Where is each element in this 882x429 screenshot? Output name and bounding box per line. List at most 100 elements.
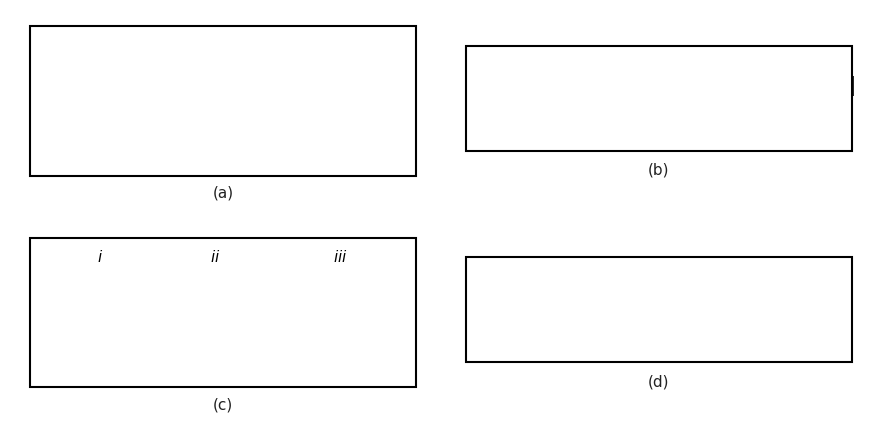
Bar — [44, 307, 78, 330]
Bar — [476, 297, 505, 308]
Bar — [466, 45, 852, 151]
Bar — [593, 287, 601, 308]
Bar — [613, 76, 616, 96]
Bar — [30, 109, 416, 118]
Bar — [653, 287, 655, 308]
Bar — [669, 297, 677, 308]
Bar — [684, 76, 692, 86]
Bar — [616, 86, 624, 96]
Bar — [210, 94, 217, 118]
Bar — [682, 287, 691, 297]
Bar — [466, 45, 852, 151]
Bar — [846, 287, 853, 308]
Text: (d): (d) — [648, 374, 669, 389]
Text: (b): (b) — [648, 163, 669, 178]
Bar — [642, 287, 651, 297]
Bar — [629, 297, 638, 308]
Bar — [466, 257, 852, 363]
Bar — [655, 287, 664, 297]
Text: $iii$: $iii$ — [333, 249, 348, 265]
Bar — [274, 94, 305, 118]
Bar — [845, 76, 854, 96]
Bar — [468, 287, 476, 308]
Bar — [664, 287, 667, 308]
Bar — [733, 287, 740, 308]
Bar — [640, 76, 643, 96]
Bar — [246, 307, 273, 330]
Bar — [480, 76, 583, 86]
Bar — [30, 238, 416, 322]
Bar — [815, 287, 846, 297]
Bar — [199, 307, 207, 330]
Bar — [639, 287, 642, 308]
Bar — [326, 94, 404, 118]
Bar — [670, 76, 679, 86]
Bar — [697, 76, 706, 86]
Bar — [667, 76, 670, 96]
Bar — [643, 86, 652, 96]
Bar — [656, 76, 665, 86]
Bar — [651, 287, 654, 308]
Bar — [692, 76, 695, 96]
Bar — [629, 76, 639, 86]
Bar — [721, 76, 756, 86]
Bar — [220, 94, 228, 118]
Text: (a): (a) — [213, 186, 234, 201]
Bar — [553, 287, 560, 308]
Bar — [713, 76, 721, 96]
Bar — [677, 287, 680, 308]
Bar — [30, 238, 416, 387]
Bar — [250, 94, 258, 118]
Bar — [30, 118, 416, 134]
Bar — [163, 94, 194, 118]
Bar — [221, 307, 229, 330]
Bar — [679, 76, 682, 96]
Bar — [261, 94, 268, 118]
Bar — [230, 94, 237, 118]
Bar — [211, 307, 219, 330]
Bar — [241, 94, 248, 118]
Bar — [626, 76, 629, 96]
Bar — [652, 76, 654, 96]
Bar — [476, 287, 505, 297]
Bar — [30, 26, 416, 109]
Bar — [656, 86, 665, 96]
Bar — [670, 86, 679, 96]
Bar — [616, 76, 624, 86]
Bar — [30, 322, 416, 329]
Bar — [669, 287, 677, 297]
Bar — [666, 287, 669, 308]
Bar — [233, 307, 241, 330]
Bar — [629, 86, 639, 96]
Bar — [815, 76, 846, 86]
Bar — [466, 257, 852, 363]
Bar — [639, 76, 641, 96]
Bar — [199, 94, 206, 118]
Bar — [472, 76, 481, 96]
Bar — [691, 287, 693, 308]
Text: $ii$: $ii$ — [210, 249, 220, 265]
Bar — [44, 94, 90, 118]
Bar — [706, 76, 709, 96]
Bar — [684, 86, 692, 96]
Bar — [697, 86, 706, 96]
Bar — [815, 297, 846, 308]
Bar — [679, 287, 682, 308]
Bar — [626, 287, 629, 308]
Bar — [505, 287, 512, 308]
Bar — [755, 76, 764, 96]
Bar — [624, 287, 627, 308]
Bar — [629, 287, 638, 297]
Bar — [681, 76, 684, 96]
Bar — [624, 76, 628, 96]
Bar — [700, 297, 733, 308]
Bar — [692, 287, 700, 308]
Bar — [638, 287, 640, 308]
Bar — [655, 297, 664, 308]
Bar — [654, 76, 656, 96]
Bar — [642, 297, 651, 308]
Bar — [807, 76, 816, 96]
Bar — [157, 307, 184, 330]
Bar — [700, 287, 733, 297]
Bar — [480, 86, 583, 96]
